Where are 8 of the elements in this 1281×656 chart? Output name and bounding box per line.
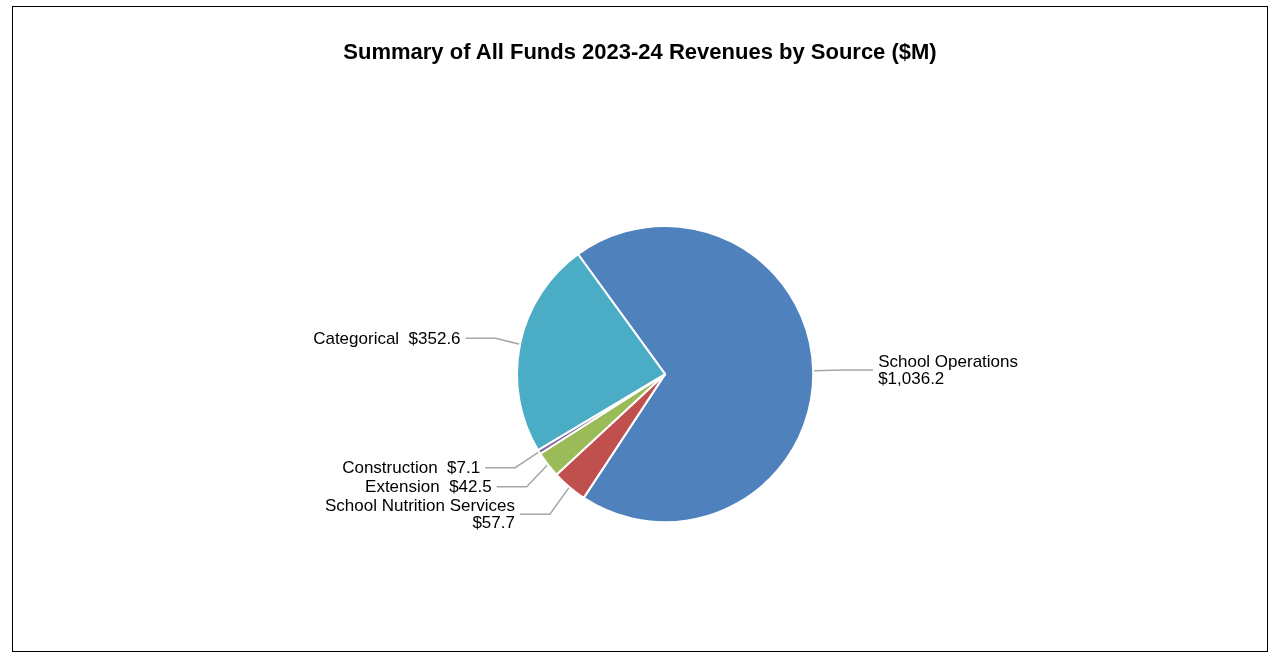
data-label: $1,036.2 [878,368,945,388]
chart-title: Summary of All Funds 2023-24 Revenues by Source ($M) [343,38,937,64]
data-label: $57.7 [472,513,515,533]
slice-label: Construction $7.1 [342,458,481,478]
slice-label: Categorical $352.6 [313,328,461,348]
slice-label: School Operations [878,351,1019,371]
slice-label: Extension $42.5 [365,477,492,497]
slice-label: School Nutrition Services [325,496,515,516]
